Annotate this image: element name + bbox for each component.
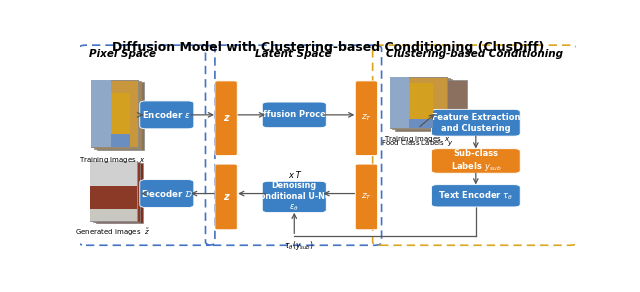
- Text: Feature Extraction
and Clustering: Feature Extraction and Clustering: [431, 113, 520, 133]
- FancyBboxPatch shape: [355, 81, 378, 156]
- FancyBboxPatch shape: [432, 80, 467, 125]
- FancyBboxPatch shape: [90, 161, 137, 220]
- Text: Encoder $\epsilon$: Encoder $\epsilon$: [143, 110, 191, 120]
- FancyBboxPatch shape: [215, 81, 237, 156]
- FancyBboxPatch shape: [95, 93, 129, 134]
- Text: Clustering-based Conditioning: Clustering-based Conditioning: [387, 49, 563, 59]
- Text: Diffusion Model with Clustering-based Conditioning (ClusDiff): Diffusion Model with Clustering-based Co…: [112, 41, 544, 54]
- FancyBboxPatch shape: [97, 82, 144, 150]
- FancyBboxPatch shape: [355, 164, 378, 230]
- FancyBboxPatch shape: [394, 84, 433, 119]
- FancyBboxPatch shape: [396, 79, 452, 131]
- FancyBboxPatch shape: [94, 81, 141, 149]
- FancyBboxPatch shape: [95, 134, 129, 147]
- FancyBboxPatch shape: [390, 77, 447, 128]
- FancyBboxPatch shape: [431, 109, 520, 136]
- FancyBboxPatch shape: [91, 80, 138, 147]
- FancyBboxPatch shape: [431, 185, 520, 207]
- FancyBboxPatch shape: [431, 149, 520, 173]
- Text: Latent Space: Latent Space: [255, 49, 332, 59]
- FancyBboxPatch shape: [390, 77, 410, 128]
- FancyBboxPatch shape: [394, 119, 433, 128]
- FancyBboxPatch shape: [91, 80, 111, 147]
- FancyBboxPatch shape: [90, 161, 137, 186]
- FancyBboxPatch shape: [90, 161, 137, 220]
- Text: $z_T$: $z_T$: [361, 113, 372, 124]
- Text: Generated images  $\~{z}$: Generated images $\~{z}$: [75, 227, 150, 238]
- FancyBboxPatch shape: [262, 102, 326, 128]
- Text: Training Images  $x$: Training Images $x$: [79, 155, 146, 165]
- Text: Training images  $x$: Training images $x$: [384, 134, 451, 144]
- Text: z: z: [223, 113, 229, 123]
- Text: Pixel Space: Pixel Space: [89, 49, 156, 59]
- FancyBboxPatch shape: [390, 77, 447, 128]
- FancyBboxPatch shape: [215, 164, 237, 230]
- Text: $\tau_\theta(y_{sub})$: $\tau_\theta(y_{sub})$: [284, 239, 314, 251]
- FancyBboxPatch shape: [91, 80, 138, 147]
- FancyBboxPatch shape: [90, 209, 137, 220]
- Text: Sub-class
Labels $y_{sub}$: Sub-class Labels $y_{sub}$: [451, 149, 501, 173]
- Text: $z_T$: $z_T$: [361, 192, 372, 202]
- Text: Diffusion Process: Diffusion Process: [253, 110, 335, 119]
- Text: z: z: [223, 192, 229, 202]
- FancyBboxPatch shape: [90, 175, 137, 209]
- FancyBboxPatch shape: [96, 163, 143, 223]
- FancyBboxPatch shape: [262, 181, 326, 213]
- Text: Food Class Labels  $y$: Food Class Labels $y$: [381, 138, 454, 148]
- FancyBboxPatch shape: [140, 101, 194, 129]
- Text: Text Encoder $\tau_\theta$: Text Encoder $\tau_\theta$: [438, 190, 513, 202]
- FancyBboxPatch shape: [140, 180, 194, 208]
- Text: x T: x T: [288, 171, 301, 180]
- Text: Denoising
Conditional U-Net
$\epsilon_\theta$: Denoising Conditional U-Net $\epsilon_\t…: [254, 180, 334, 213]
- Text: Decoder $\mathcal{D}$: Decoder $\mathcal{D}$: [141, 188, 193, 199]
- FancyBboxPatch shape: [93, 162, 140, 222]
- FancyBboxPatch shape: [392, 78, 449, 129]
